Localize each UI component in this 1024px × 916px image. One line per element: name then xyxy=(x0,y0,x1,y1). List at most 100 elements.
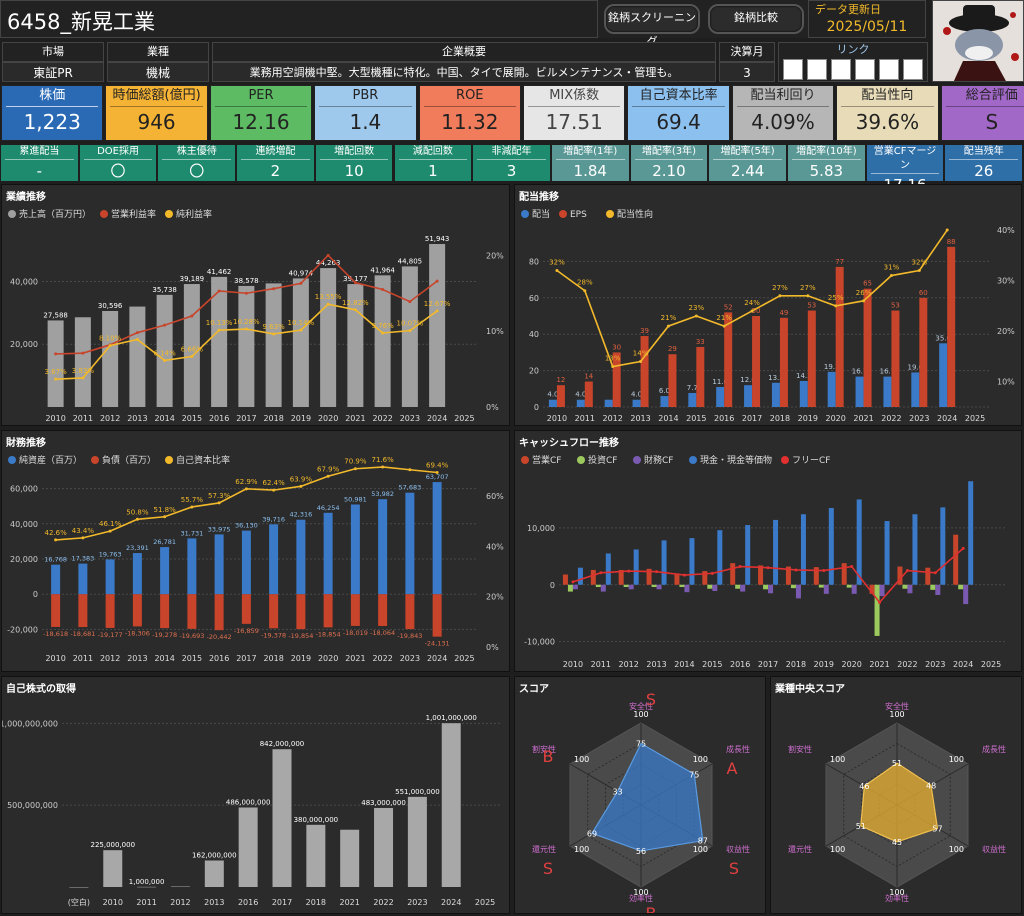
kpi-value: 4.09% xyxy=(751,110,815,134)
bar xyxy=(612,352,621,407)
link-label: リンク xyxy=(836,43,870,56)
line-point xyxy=(244,291,248,295)
line-point xyxy=(108,344,112,348)
bar-label: 46,254 xyxy=(317,504,340,512)
bar xyxy=(891,310,900,407)
bar xyxy=(238,807,258,887)
bar xyxy=(958,584,964,590)
bar xyxy=(773,519,779,585)
industry-label: 業種 xyxy=(107,42,209,62)
kpi-label: 時価総額(億円) xyxy=(110,86,203,107)
y-tick-right: 20% xyxy=(997,327,1015,336)
bar-label: 19.0 xyxy=(908,363,924,371)
bar-label: 7.7 xyxy=(687,384,698,392)
radar-axis-label: 割安性 xyxy=(788,744,812,754)
radar-max-label: 100 xyxy=(830,845,845,854)
link-icon-3[interactable]: chart-icon xyxy=(855,59,875,80)
bar xyxy=(577,567,583,585)
buyback-panel: 自己株式の取得 500,000,000 1,000,000,000 (空白) 2010… xyxy=(1,676,510,914)
bar-label: 13.3 xyxy=(768,374,784,382)
bar xyxy=(884,521,890,585)
bar-label: 38,578 xyxy=(234,277,259,285)
x-tick: 2016 xyxy=(209,414,229,423)
bar xyxy=(807,310,816,407)
bar xyxy=(323,594,333,628)
bar-label: 30 xyxy=(612,343,621,351)
line-point xyxy=(778,294,782,298)
line-point xyxy=(722,324,726,328)
radar-value: 51 xyxy=(892,759,902,768)
compare-button[interactable]: 銘柄比較 xyxy=(708,4,804,34)
radar-max-label: 100 xyxy=(949,755,964,764)
x-tick: 2010 xyxy=(103,898,123,907)
line-label: 27% xyxy=(772,284,788,292)
line-point xyxy=(217,501,221,505)
bar xyxy=(214,534,224,595)
cashflow-chart: 営業CF 投資CF 財務CF 現金・現金等価物 フリーCF -10,000 0 10,000 2… xyxy=(521,454,1005,669)
line-point xyxy=(694,314,698,318)
link-icon-5[interactable]: 株主優待 xyxy=(903,59,923,80)
bar-label: 53,982 xyxy=(371,490,394,498)
x-tick: 2023 xyxy=(909,414,929,423)
line-label: 70.9% xyxy=(344,458,367,466)
mini-1: DOE採用〇 xyxy=(79,145,157,181)
line-point xyxy=(961,546,965,550)
bar xyxy=(576,399,585,407)
bar-label: 842,000,000 xyxy=(260,740,305,748)
bar xyxy=(883,376,892,407)
bar xyxy=(618,569,624,585)
bar xyxy=(702,571,708,585)
x-tick: 2016 xyxy=(238,898,258,907)
line-point xyxy=(326,302,330,306)
legend-label: 純利益率 xyxy=(176,208,212,220)
kpi-label: 株価 xyxy=(6,86,99,107)
bar-label: 27,588 xyxy=(43,311,68,319)
mini-value: - xyxy=(36,162,43,180)
bar-label: 483,000,000 xyxy=(361,799,406,807)
x-tick: 2017 xyxy=(742,414,762,423)
x-tick: 2022 xyxy=(881,414,901,423)
x-tick: 2020 xyxy=(318,414,338,423)
line-point xyxy=(326,253,330,257)
update-date: 2025/05/11 xyxy=(826,19,908,35)
bar xyxy=(851,584,857,594)
line-point xyxy=(862,299,866,303)
x-tick: 2015 xyxy=(182,654,202,663)
y-tick: 500,000,000 xyxy=(7,801,58,810)
y-tick-left: -10,000 xyxy=(524,638,555,647)
bar xyxy=(947,246,956,407)
bar xyxy=(604,399,613,407)
bar xyxy=(407,796,427,887)
bar-label: 16,768 xyxy=(44,556,67,564)
bar-label: 12.0 xyxy=(740,376,756,384)
line-label: 23% xyxy=(689,304,705,312)
kpi-value: 12.16 xyxy=(232,110,290,134)
link-icon-1[interactable]: kabutan xyxy=(807,59,827,80)
line-point xyxy=(190,505,194,509)
line-point xyxy=(834,304,838,308)
radar-value: 45 xyxy=(892,838,902,847)
screening-button[interactable]: 銘柄スクリーニング xyxy=(604,4,700,48)
y-tick-left: 60 xyxy=(529,294,539,303)
line-label: 3.83% xyxy=(72,367,95,375)
bar xyxy=(712,584,718,592)
mini-10: 増配率(10年) 5.83 xyxy=(788,145,865,181)
radar-grade: A xyxy=(727,759,738,778)
link-icon-4[interactable]: minkabu-icon xyxy=(879,59,899,80)
link-icon-0[interactable]: IR BANK xyxy=(783,59,803,80)
radar-axis-label: 効率性 xyxy=(629,893,653,903)
kpi-1: 時価総額(億円) 946 xyxy=(105,85,208,141)
industry-score-title: 業種中央スコア xyxy=(775,684,845,695)
bar xyxy=(771,382,780,407)
link-icon-2[interactable]: person-icon xyxy=(831,59,851,80)
x-tick: 2016 xyxy=(714,414,734,423)
x-tick: 2021 xyxy=(345,414,365,423)
x-tick: 2013 xyxy=(127,414,147,423)
x-tick: 2020 xyxy=(842,660,862,669)
x-tick: 2020 xyxy=(318,654,338,663)
bar-label: -19,693 xyxy=(179,632,204,640)
bar xyxy=(716,386,725,407)
legend-marker xyxy=(781,456,789,464)
line-point xyxy=(381,331,385,335)
bar xyxy=(785,566,791,585)
